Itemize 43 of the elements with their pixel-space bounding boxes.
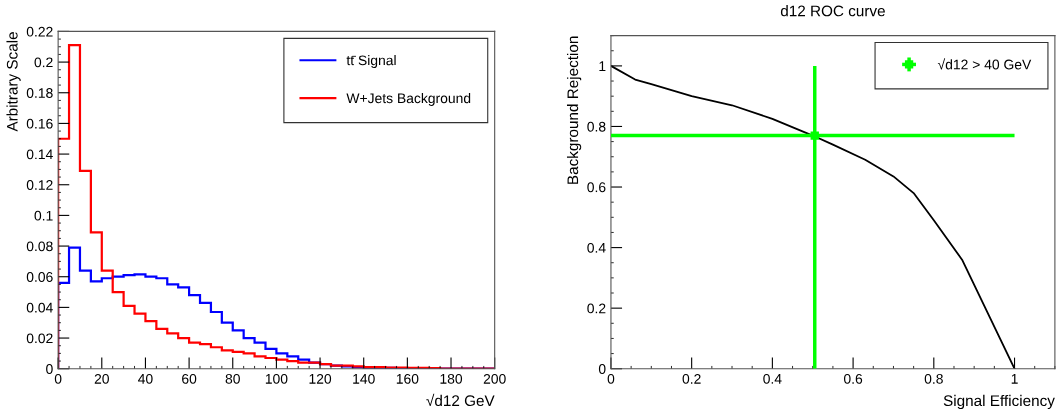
y-tick-label: 0.6	[587, 182, 606, 193]
x-tick-label: 60	[182, 373, 197, 384]
x-tick-label: 180	[440, 373, 463, 384]
y-tick-label: 0.02	[26, 333, 53, 344]
y-tick-label: 0.22	[26, 26, 53, 37]
x-axis-title: √d12 GeV	[426, 393, 495, 407]
y-tick-label: 1	[599, 61, 606, 71]
y-tick-label: 0.2	[587, 303, 606, 314]
x-tick-label: 160	[396, 373, 419, 384]
x-tick-label: 40	[138, 373, 153, 384]
x-tick-label: 100	[265, 373, 288, 384]
y-tick-label: 0.14	[26, 149, 53, 160]
x-axis-title: Signal Efficiency	[943, 394, 1055, 410]
y-tick-label: 0.16	[26, 118, 53, 129]
x-tick-label: 120	[309, 373, 332, 384]
x-tick-label: 0.6	[843, 373, 863, 384]
y-tick-label: 0	[46, 364, 53, 374]
x-tick-label: 20	[94, 373, 109, 384]
x-tick-label: 0.2	[682, 373, 701, 384]
x-tick-label: 0.4	[763, 373, 782, 384]
y-tick-label: 0.18	[26, 88, 53, 98]
legend-label: √d12 > 40 GeV	[937, 58, 1032, 70]
x-tick-label: 1	[1011, 374, 1018, 384]
legend-label: W+Jets Background	[346, 92, 471, 106]
y-tick-label: 0.08	[26, 241, 53, 252]
y-tick-label: 0.8	[587, 121, 606, 132]
y-tick-label: 0.2	[34, 57, 53, 68]
x-tick-label: 0	[607, 373, 615, 384]
y-axis-title: Arbitrary Scale	[6, 32, 21, 132]
y-tick-label: 0.04	[26, 302, 53, 313]
y-tick-label: 0.12	[26, 180, 53, 190]
x-tick-label: 0.8	[924, 373, 943, 384]
y-tick-label: 0.4	[587, 242, 606, 253]
chart-title: d12 ROC curve	[780, 5, 885, 17]
x-tick-label: 80	[225, 373, 240, 384]
y-tick-label: 0.1	[34, 210, 53, 221]
x-tick-label: 0	[54, 373, 62, 384]
x-tick-label: 200	[483, 373, 506, 384]
x-tick-label: 140	[353, 373, 375, 384]
legend-label: tt̄ Signal	[346, 55, 396, 68]
y-tick-label: 0	[598, 364, 606, 374]
y-tick-label: 0.06	[26, 272, 53, 282]
y-axis-title: Background Rejection	[566, 36, 582, 184]
